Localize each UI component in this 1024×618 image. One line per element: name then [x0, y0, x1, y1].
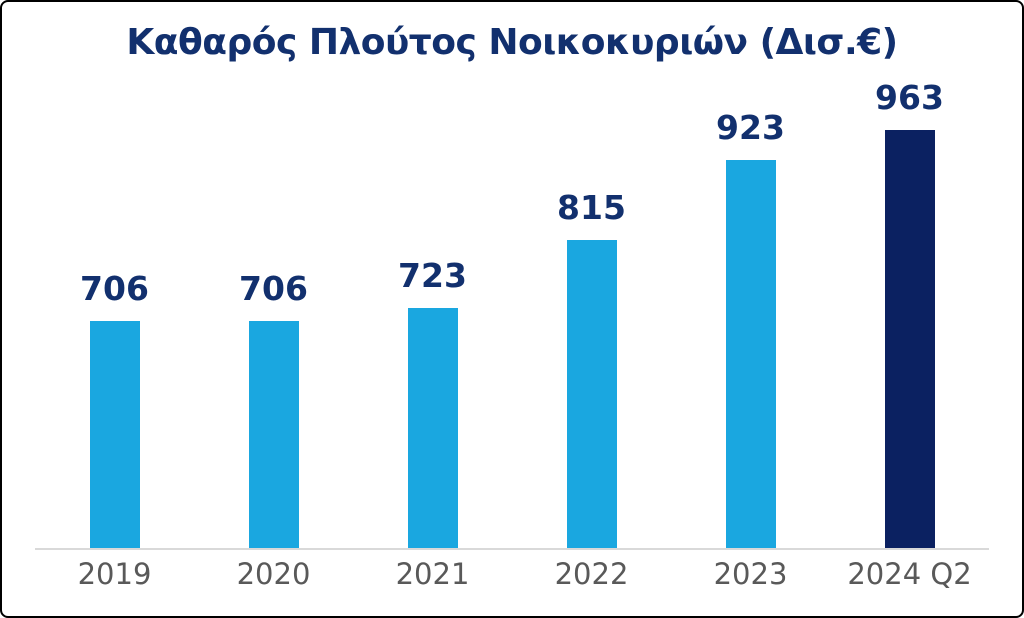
bar-2023	[725, 160, 776, 548]
bar-column-2021: 723 2021	[353, 103, 512, 589]
bar-column-2024 Q2: 963 2024 Q2	[830, 81, 989, 589]
bar-column-2019: 706 2019	[35, 103, 194, 589]
x-tick-label: 2022	[554, 557, 629, 591]
bar-value-label: 963	[875, 78, 944, 117]
x-tick-label: 2023	[713, 557, 788, 591]
bar-columns: 706 2019 706 2020 723 2021 815 2022 923 2023 963 20…	[35, 81, 989, 589]
bar-2022	[566, 240, 617, 548]
bar-value-label: 815	[557, 188, 626, 227]
bar-2020	[248, 321, 299, 548]
x-axis-line	[35, 548, 989, 550]
bar-column-2020: 706 2020	[194, 103, 353, 589]
bar-column-2023: 923 2023	[671, 103, 830, 589]
bar-column-2022: 815 2022	[512, 103, 671, 589]
bar-2024 Q2	[884, 130, 935, 548]
plot-area: 706 2019 706 2020 723 2021 815 2022 923 2023 963 20…	[35, 81, 989, 589]
x-tick-label: 2024 Q2	[847, 557, 972, 591]
bar-value-label: 923	[716, 108, 785, 147]
x-tick-label: 2021	[395, 557, 470, 591]
x-tick-label: 2020	[236, 557, 311, 591]
x-tick-label: 2019	[77, 557, 152, 591]
bar-2019	[89, 321, 140, 548]
chart-title: Καθαρός Πλούτος Νοικοκυριών (Δισ.€)	[126, 22, 898, 63]
bar-value-label: 723	[398, 256, 467, 295]
bar-value-label: 706	[80, 269, 149, 308]
bar-value-label: 706	[239, 269, 308, 308]
bar-2021	[407, 308, 458, 548]
